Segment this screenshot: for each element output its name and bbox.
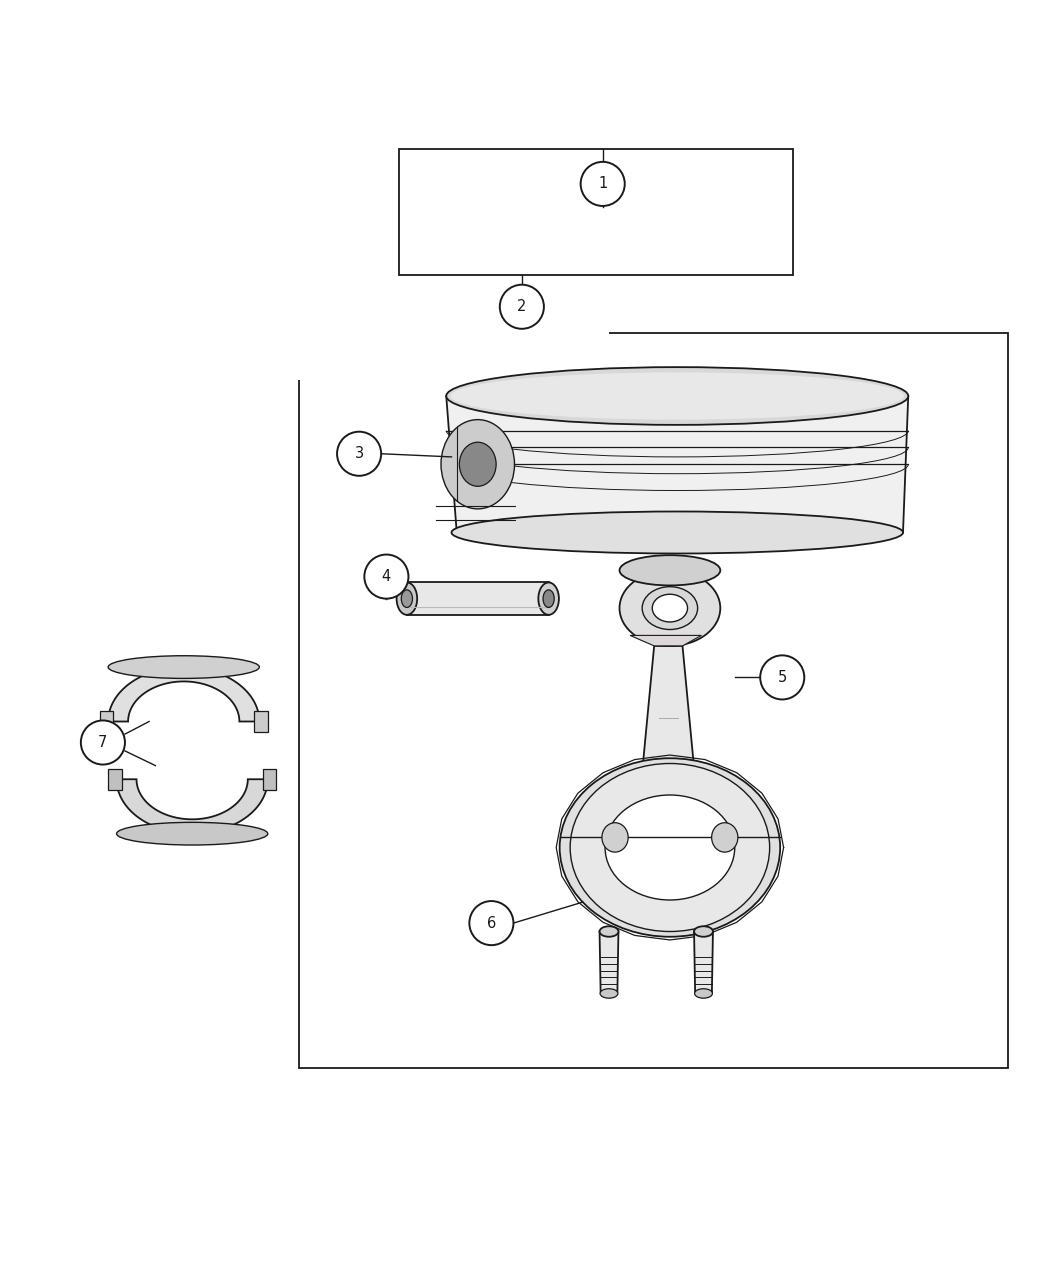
- Text: 6: 6: [487, 915, 496, 931]
- Ellipse shape: [446, 367, 908, 425]
- FancyBboxPatch shape: [262, 769, 276, 789]
- Ellipse shape: [600, 926, 618, 937]
- Text: 7: 7: [99, 734, 107, 750]
- Ellipse shape: [539, 583, 559, 615]
- FancyBboxPatch shape: [299, 333, 1008, 1068]
- Polygon shape: [446, 397, 908, 533]
- Ellipse shape: [712, 822, 738, 852]
- Ellipse shape: [602, 822, 628, 852]
- Ellipse shape: [620, 555, 720, 585]
- Ellipse shape: [601, 988, 617, 998]
- Ellipse shape: [441, 419, 514, 509]
- Circle shape: [581, 162, 625, 207]
- Polygon shape: [630, 635, 701, 646]
- Polygon shape: [117, 779, 268, 834]
- FancyBboxPatch shape: [294, 117, 798, 328]
- FancyBboxPatch shape: [792, 129, 897, 296]
- Ellipse shape: [643, 586, 697, 630]
- Polygon shape: [625, 789, 715, 801]
- Circle shape: [469, 901, 513, 945]
- Ellipse shape: [605, 796, 735, 900]
- FancyBboxPatch shape: [294, 46, 609, 150]
- Text: 5: 5: [778, 669, 786, 685]
- FancyBboxPatch shape: [254, 711, 268, 732]
- FancyBboxPatch shape: [399, 149, 793, 275]
- Ellipse shape: [401, 590, 413, 607]
- Polygon shape: [407, 583, 548, 615]
- FancyBboxPatch shape: [100, 711, 113, 732]
- Polygon shape: [694, 932, 713, 992]
- Text: 3: 3: [355, 446, 363, 462]
- Ellipse shape: [108, 655, 259, 678]
- Polygon shape: [640, 646, 696, 789]
- Ellipse shape: [620, 570, 720, 646]
- Polygon shape: [600, 932, 618, 992]
- Ellipse shape: [460, 442, 497, 486]
- Text: 1: 1: [598, 176, 607, 191]
- Ellipse shape: [452, 511, 903, 553]
- Ellipse shape: [570, 764, 770, 932]
- Ellipse shape: [543, 590, 554, 607]
- Text: 2: 2: [518, 300, 526, 314]
- Ellipse shape: [695, 988, 712, 998]
- Ellipse shape: [694, 926, 713, 937]
- Text: 4: 4: [382, 569, 391, 584]
- Polygon shape: [585, 789, 755, 872]
- Ellipse shape: [450, 372, 904, 419]
- Circle shape: [81, 720, 125, 765]
- FancyBboxPatch shape: [108, 769, 122, 789]
- Circle shape: [760, 655, 804, 700]
- Circle shape: [500, 284, 544, 329]
- Polygon shape: [108, 667, 259, 722]
- Circle shape: [337, 432, 381, 476]
- FancyBboxPatch shape: [294, 0, 609, 380]
- Ellipse shape: [397, 583, 417, 615]
- Ellipse shape: [652, 594, 688, 622]
- Circle shape: [364, 555, 408, 599]
- FancyBboxPatch shape: [346, 129, 404, 296]
- Ellipse shape: [560, 759, 780, 937]
- Ellipse shape: [117, 822, 268, 845]
